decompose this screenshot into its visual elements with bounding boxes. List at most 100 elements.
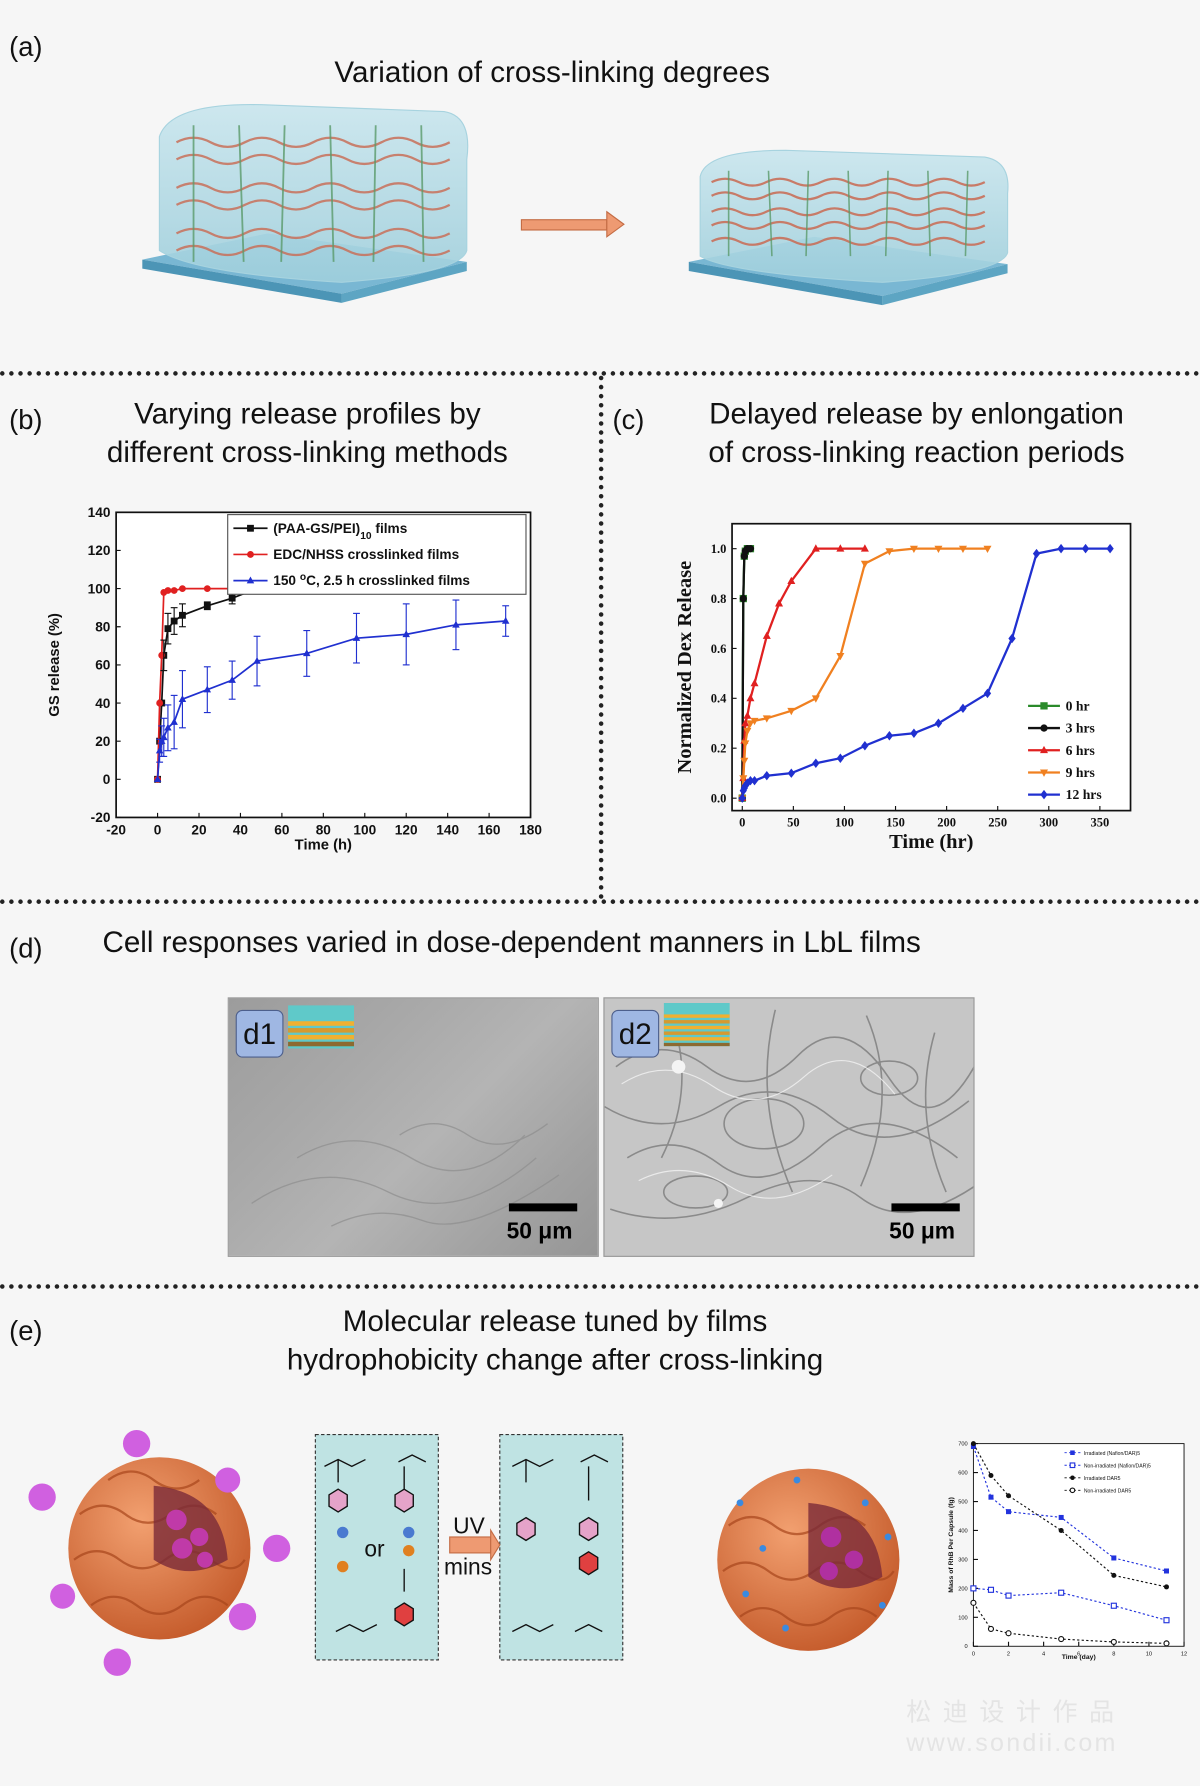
d1-film-inset <box>288 1005 355 1049</box>
x-tick-label: 300 <box>1039 816 1058 830</box>
legend-label: (PAA-GS/PEI)10 films <box>273 521 407 542</box>
y-tick-label: 0.8 <box>711 592 727 606</box>
separator-1 <box>0 371 1200 376</box>
data-point <box>1005 1630 1012 1637</box>
data-point <box>1006 1493 1012 1499</box>
data-point <box>1005 1592 1012 1599</box>
data-point <box>746 720 755 728</box>
data-point <box>860 560 869 568</box>
y-tick-label: 400 <box>958 1528 968 1534</box>
data-point <box>170 587 178 594</box>
data-point <box>762 715 771 723</box>
series-2 <box>970 1441 1169 1590</box>
x-tick-label: 180 <box>519 823 542 838</box>
data-point <box>1111 1572 1117 1578</box>
legend-marker <box>1040 702 1048 710</box>
series-3 <box>970 1599 1170 1647</box>
loose-film-illustration <box>142 104 469 303</box>
x-tick-label: -20 <box>106 823 126 838</box>
y-tick-label: 0 <box>965 1644 968 1650</box>
legend-marker <box>1070 1475 1075 1481</box>
panel-c-title-line2: of cross-linking reaction periods <box>708 434 1125 470</box>
panel-e-title-line2: hydrophobicity change after cross-linkin… <box>286 1342 824 1377</box>
data-point <box>1163 1617 1170 1624</box>
y-tick-label: 0.6 <box>711 642 727 656</box>
panel-b-label: (b) <box>9 405 43 437</box>
data-point <box>1058 1514 1064 1520</box>
x-tick-label: 150 <box>886 816 905 830</box>
x-tick-label: 60 <box>274 823 290 838</box>
y-axis-label: GS release (%) <box>47 613 63 717</box>
data-point <box>860 544 869 552</box>
y-tick-label: 0.4 <box>711 692 727 706</box>
y-tick-label: 200 <box>958 1586 968 1592</box>
crosslink-illustration <box>142 104 1009 306</box>
data-point <box>909 545 918 554</box>
y-tick-label: 600 <box>958 1471 968 1477</box>
data-point <box>741 718 750 727</box>
chart-e: 0 2 4 6 8 10 12 0 100 200 300 400 500 600 700 Time (day… <box>948 1441 1187 1661</box>
watermark-line1: 松 迪 设 计 作 品 <box>906 1697 1117 1726</box>
d2-scale-text: 50 μm <box>889 1219 956 1245</box>
x-tick-label: 100 <box>353 823 376 838</box>
legend-label: 0 hr <box>1066 698 1090 713</box>
data-point <box>156 699 164 707</box>
x-tick-label: 4 <box>1042 1651 1045 1657</box>
data-point <box>787 576 796 585</box>
data-point <box>750 717 759 726</box>
data-point <box>743 727 752 736</box>
series-1 <box>970 1585 1170 1624</box>
watermark-line2: www.sondii.com <box>906 1728 1118 1757</box>
data-point <box>1106 543 1114 554</box>
x-tick-label: 12 <box>1181 1651 1187 1657</box>
data-point <box>970 1444 976 1450</box>
x-tick-label: 10 <box>1146 1651 1152 1657</box>
y-axis-label: Normalized Dex Release <box>674 561 696 774</box>
d1-badge: d1 <box>235 1009 284 1058</box>
panel-b-title-line1: Varying release profiles by <box>134 396 481 431</box>
y-tick-label: 100 <box>958 1615 968 1621</box>
legend-label: 6 hrs <box>1066 743 1095 758</box>
series-3 <box>738 545 992 803</box>
d1-scale-bar <box>508 1203 578 1212</box>
panel-e-title-line1: Molecular release tuned by films <box>342 1303 768 1338</box>
micrograph-d2: d2 50 μm <box>603 997 975 1257</box>
x-tick-label: 100 <box>835 816 854 830</box>
x-tick-label: 80 <box>316 823 332 838</box>
data-point <box>970 1585 977 1592</box>
data-point <box>988 1472 994 1478</box>
data-point <box>1111 1555 1117 1561</box>
x-tick-label: 200 <box>937 816 956 830</box>
data-point <box>811 544 820 552</box>
series-line <box>972 1602 1167 1644</box>
capsule-after-illustration <box>717 1468 900 1651</box>
data-point <box>970 1599 977 1606</box>
or-label: or <box>364 1536 385 1563</box>
d2-film-inset <box>663 1003 730 1047</box>
x-tick-label: 350 <box>1090 816 1109 830</box>
panel-b-title-line2: different cross-linking methods <box>106 434 508 470</box>
data-point <box>934 545 943 554</box>
uv-crosslink-scheme <box>314 1433 624 1661</box>
y-tick-label: 80 <box>95 620 111 635</box>
panel-d-title: Cell responses varied in dose-dependent … <box>102 924 921 959</box>
micrograph-d1: d1 50 μm <box>227 997 599 1257</box>
data-point <box>987 1625 995 1632</box>
data-point <box>775 599 784 607</box>
y-tick-label: 1.0 <box>711 542 727 556</box>
legend-marker <box>1039 769 1049 777</box>
data-point <box>739 594 747 603</box>
uv-label: UV <box>453 1514 485 1540</box>
x-tick-label: 20 <box>191 823 207 838</box>
data-point <box>1058 1527 1064 1533</box>
transition-arrow <box>520 210 625 238</box>
product-box <box>499 1433 624 1661</box>
legend-box <box>227 514 527 595</box>
y-tick-label: 100 <box>88 581 111 596</box>
x-tick-label: 250 <box>988 816 1007 830</box>
data-point <box>746 545 755 553</box>
data-point <box>836 653 845 661</box>
capsule-before-illustration <box>28 1429 291 1676</box>
data-point <box>1163 1584 1169 1590</box>
legend-label: 12 hrs <box>1066 787 1102 802</box>
